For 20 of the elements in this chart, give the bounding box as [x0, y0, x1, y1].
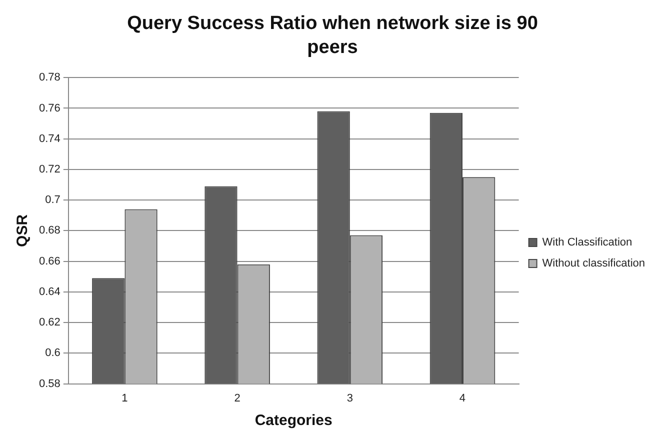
x-tick-label: 4 [459, 392, 466, 404]
y-tick-label: 0.66 [38, 255, 60, 268]
y-tick-label: 0.74 [38, 132, 60, 145]
y-tick-label: 0.72 [38, 163, 60, 176]
y-axis-title: QSR [14, 214, 32, 247]
legend-label: Without classification [542, 258, 646, 270]
y-tick-label: 0.64 [38, 286, 60, 298]
y-tick-label: 0.76 [38, 102, 60, 114]
x-axis-title: Categories [254, 412, 332, 430]
legend-label: With Classification [542, 236, 632, 249]
y-tick-label: 0.62 [38, 316, 60, 329]
x-tick-label: 2 [234, 392, 240, 404]
x-tick-label: 3 [346, 392, 353, 404]
y-tick-label: 0.6 [45, 347, 60, 360]
y-tick-label: 0.58 [38, 378, 60, 390]
y-tick-label: 0.68 [38, 224, 60, 237]
y-tick-label: 0.7 [45, 194, 60, 206]
x-tick-label: 1 [122, 392, 128, 404]
chart-title: Query Success Ratio when network size is 90 peers [126, 12, 539, 60]
y-tick-label: 0.78 [38, 72, 60, 84]
